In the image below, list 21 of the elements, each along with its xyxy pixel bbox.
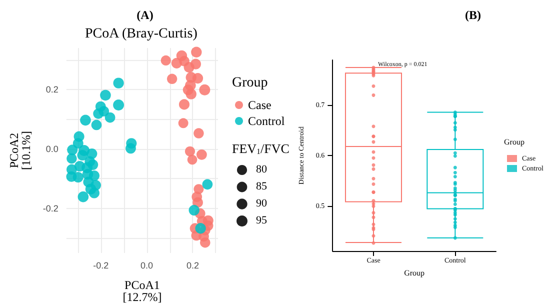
x-axis-title: Group xyxy=(404,268,425,278)
legend-label: 90 xyxy=(256,198,268,210)
legend-label: 95 xyxy=(256,214,268,226)
legend-label: Case xyxy=(248,98,272,112)
legend-label: Control xyxy=(248,114,286,128)
text: FEV1/FVC xyxy=(232,141,290,156)
legend-title: Group xyxy=(232,76,268,90)
x-tick-label: 0.2 xyxy=(186,260,199,270)
y-tick-label: 0.0 xyxy=(46,144,58,154)
chart-title: (A) xyxy=(136,8,154,22)
y-tick-label: -0.2 xyxy=(42,203,58,214)
chart-subtitle: PCoA (Bray-Curtis) xyxy=(85,26,198,42)
y-tick-label: 0.2 xyxy=(46,84,58,95)
y-axis-title: PCoA2 [10.1%] xyxy=(7,131,33,170)
x-tick-label: -0.2 xyxy=(93,260,109,270)
chart-title: (B) xyxy=(465,8,481,22)
legend-label: 85 xyxy=(256,180,268,192)
legend-label: 80 xyxy=(256,164,268,176)
x-tick-label: 0.0 xyxy=(140,260,154,270)
x-axis-title: PCoA1 [12.7%] xyxy=(122,278,162,304)
legend-title: Group xyxy=(504,138,524,146)
